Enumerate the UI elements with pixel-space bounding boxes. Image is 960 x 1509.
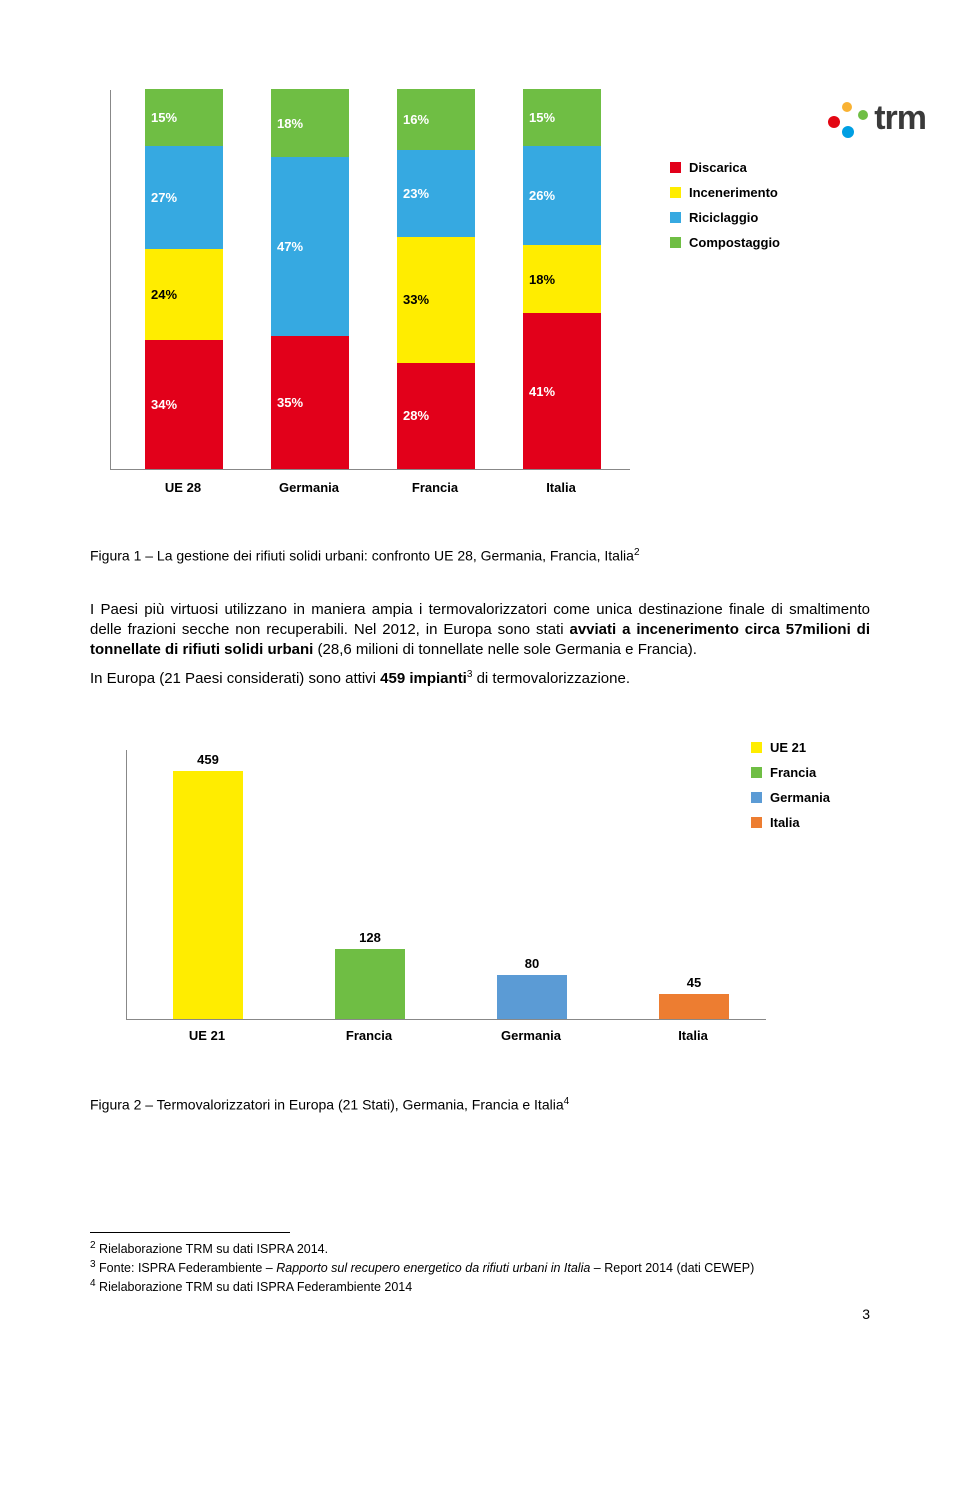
bar-column: 80 bbox=[497, 956, 567, 1018]
legend-label: Italia bbox=[770, 815, 800, 830]
chart-waste-management: 34%24%27%15%35%47%18%28%33%23%16%41%18%2… bbox=[90, 90, 890, 520]
fn3-italic: Rapporto sul recupero energetico da rifi… bbox=[276, 1261, 590, 1275]
stacked-bar: 41%18%26%15% bbox=[523, 89, 601, 469]
x-axis-label: Germania bbox=[270, 480, 348, 495]
fn4-num: 4 bbox=[90, 1278, 96, 1289]
chart2-plot-area: 459 128 80 45 bbox=[126, 750, 766, 1020]
bar-column: 128 bbox=[335, 930, 405, 1018]
bar-segment: 47% bbox=[271, 157, 349, 336]
x-axis-label: UE 21 bbox=[172, 1028, 242, 1043]
stacked-bar: 35%47%18% bbox=[271, 89, 349, 469]
legend-swatch bbox=[670, 162, 681, 173]
legend-swatch bbox=[670, 237, 681, 248]
x-axis-label: Italia bbox=[658, 1028, 728, 1043]
caption2-footnote-ref: 4 bbox=[564, 1096, 570, 1107]
footnote-4: 4 Rielaborazione TRM su dati ISPRA Feder… bbox=[90, 1277, 870, 1296]
legend-label: Germania bbox=[770, 790, 830, 805]
legend-swatch bbox=[670, 212, 681, 223]
bar-segment: 18% bbox=[271, 89, 349, 157]
stacked-bar: 34%24%27%15% bbox=[145, 89, 223, 469]
chart2-x-axis: UE 21 Francia Germania Italia bbox=[126, 1028, 766, 1043]
bar-segment: 27% bbox=[145, 146, 223, 249]
legend-item: Compostaggio bbox=[670, 235, 780, 250]
para1-b: (28,6 milioni di tonnellate nelle sole G… bbox=[313, 641, 697, 658]
chart-incinerator-plants: UE 21 Francia Germania Italia 459 128 80 45 UE… bbox=[90, 730, 890, 1070]
caption-footnote-ref: 2 bbox=[634, 547, 640, 558]
fn3-a: Fonte: ISPRA Federambiente – bbox=[99, 1261, 276, 1275]
bar-value-label: 459 bbox=[197, 752, 219, 767]
fn2-text: Rielaborazione TRM su dati ISPRA 2014. bbox=[99, 1242, 328, 1256]
bar-value-label: 80 bbox=[525, 956, 539, 971]
chart1-legend: Discarica Incenerimento Riciclaggio Compost… bbox=[670, 150, 780, 260]
fn2-num: 2 bbox=[90, 1240, 96, 1251]
caption2-text: Figura 2 – Termovalorizzatori in Europa … bbox=[90, 1096, 564, 1112]
x-axis-label: Francia bbox=[396, 480, 474, 495]
bar-value-label: 45 bbox=[687, 975, 701, 990]
chart1-plot-area: 34%24%27%15%35%47%18%28%33%23%16%41%18%2… bbox=[110, 90, 630, 470]
legend-item: Discarica bbox=[670, 160, 780, 175]
bar-segment: 35% bbox=[271, 336, 349, 469]
footnote-2: 2 Rielaborazione TRM su dati ISPRA 2014. bbox=[90, 1239, 870, 1258]
fn4-text: Rielaborazione TRM su dati ISPRA Federam… bbox=[99, 1280, 412, 1294]
footnote-rule bbox=[90, 1232, 290, 1233]
para2-a: In Europa (21 Paesi considerati) sono at… bbox=[90, 670, 380, 687]
bar-segment: 15% bbox=[145, 89, 223, 146]
x-axis-label: Italia bbox=[522, 480, 600, 495]
paragraph-2: In Europa (21 Paesi considerati) sono at… bbox=[90, 668, 870, 689]
legend-label: Riciclaggio bbox=[689, 210, 758, 225]
paragraph-1: I Paesi più virtuosi utilizzano in manie… bbox=[90, 600, 870, 661]
legend-label: UE 21 bbox=[770, 740, 806, 755]
bar-value-label: 128 bbox=[359, 930, 381, 945]
bar-segment: 18% bbox=[523, 245, 601, 313]
x-axis-label: Germania bbox=[496, 1028, 566, 1043]
fn3-b: – Report 2014 (dati CEWEP) bbox=[590, 1261, 754, 1275]
para2-bold: 459 impianti bbox=[380, 670, 467, 687]
legend-item: Riciclaggio bbox=[670, 210, 780, 225]
bar-segment: 15% bbox=[523, 89, 601, 146]
x-axis-label: UE 28 bbox=[144, 480, 222, 495]
figure-2-caption: Figura 2 – Termovalorizzatori in Europa … bbox=[90, 1096, 870, 1113]
stacked-bar: 28%33%23%16% bbox=[397, 89, 475, 469]
bar-segment: 23% bbox=[397, 150, 475, 237]
chart1-x-axis: UE 28 Germania Francia Italia bbox=[110, 480, 630, 495]
bar-rect bbox=[659, 994, 729, 1018]
bar-rect bbox=[173, 771, 243, 1019]
bar-segment: 41% bbox=[523, 313, 601, 469]
legend-label: Incenerimento bbox=[689, 185, 778, 200]
bar-segment: 28% bbox=[397, 363, 475, 469]
bar-segment: 34% bbox=[145, 340, 223, 469]
bar-rect bbox=[335, 949, 405, 1018]
bar-segment: 26% bbox=[523, 146, 601, 245]
legend-item: Incenerimento bbox=[670, 185, 780, 200]
legend-label: Francia bbox=[770, 765, 816, 780]
para2-b: di termovalorizzazione. bbox=[472, 670, 630, 687]
legend-label: Discarica bbox=[689, 160, 747, 175]
page-number: 3 bbox=[862, 1306, 870, 1322]
figure-1-caption: Figura 1 – La gestione dei rifiuti solid… bbox=[90, 546, 870, 566]
caption-text: Figura 1 – La gestione dei rifiuti solid… bbox=[90, 548, 634, 564]
fn3-num: 3 bbox=[90, 1259, 96, 1270]
bar-segment: 24% bbox=[145, 249, 223, 340]
bar-rect bbox=[497, 975, 567, 1018]
bar-column: 45 bbox=[659, 975, 729, 1018]
bar-segment: 16% bbox=[397, 89, 475, 150]
legend-label: Compostaggio bbox=[689, 235, 780, 250]
x-axis-label: Francia bbox=[334, 1028, 404, 1043]
bar-segment: 33% bbox=[397, 237, 475, 362]
footnotes: 2 Rielaborazione TRM su dati ISPRA 2014.… bbox=[90, 1239, 870, 1296]
footnote-3: 3 Fonte: ISPRA Federambiente – Rapporto … bbox=[90, 1258, 870, 1277]
bar-column: 459 bbox=[173, 752, 243, 1019]
legend-swatch bbox=[670, 187, 681, 198]
